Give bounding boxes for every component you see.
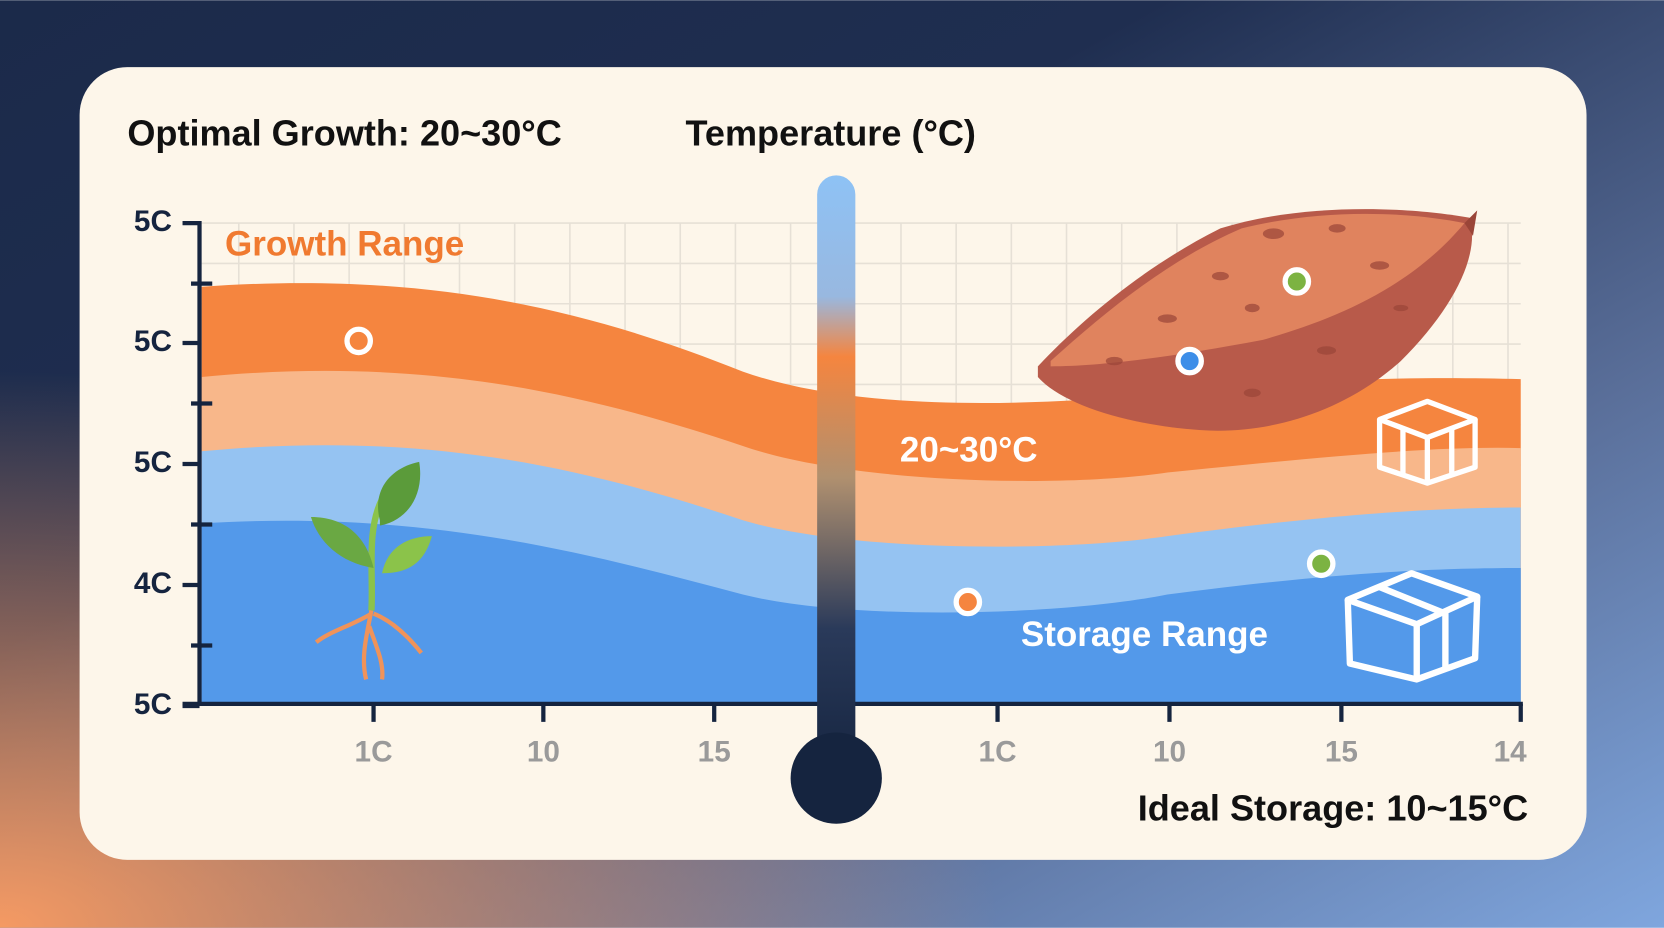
marker-dot (1175, 346, 1204, 376)
thermometer-bulb (790, 732, 882, 824)
decoration (1378, 584, 1449, 680)
y-tick-label: 5C (134, 446, 172, 479)
y-tick-label: 4C (134, 567, 172, 600)
decoration (1105, 224, 1409, 398)
decoration (1105, 356, 1123, 366)
sweet-potato-icon (1037, 209, 1478, 431)
marker-dot (1306, 549, 1336, 579)
axis-title: Temperature (°C) (686, 113, 976, 154)
y-tick-label: 5C (134, 688, 172, 721)
decoration (1464, 210, 1478, 236)
storage-band (201, 520, 1521, 703)
x-tick-label: 1C (979, 736, 1017, 769)
ticks: 5C 5C 5C 4C 5C 1C 10 15 1C 10 15 14 (134, 205, 1527, 769)
x-tick-label: 15 (698, 736, 731, 769)
decoration (1393, 304, 1409, 312)
decoration (314, 610, 423, 680)
decoration (368, 497, 385, 611)
box-icon-small (1376, 398, 1478, 486)
storage-range-label: Storage Range (1021, 615, 1268, 654)
decoration (1050, 213, 1465, 367)
sprout-icon (310, 461, 432, 680)
decoration (382, 536, 432, 574)
decoration (1400, 428, 1455, 484)
decoration (1243, 388, 1261, 398)
decoration (1316, 346, 1337, 355)
thermometer-tube (817, 175, 856, 781)
decoration (1211, 271, 1229, 281)
x-tick-label: 15 (1325, 736, 1358, 769)
decoration (1370, 261, 1390, 270)
decoration (1328, 224, 1346, 233)
decoration (1262, 228, 1285, 240)
decoration (378, 461, 421, 526)
x-tick-label: 14 (1494, 736, 1528, 769)
storage-title: Ideal Storage: 10~15°C (1138, 788, 1528, 829)
marker-dot (344, 326, 374, 356)
decoration (310, 517, 374, 568)
y-tick-label: 5C (134, 325, 172, 358)
x-tick-label: 1C (355, 736, 393, 769)
growth-band-label: 20~30°C (900, 431, 1038, 470)
decoration (1157, 314, 1177, 323)
marker-dot (1282, 267, 1312, 296)
decoration (1244, 303, 1260, 313)
x-tick-label: 10 (527, 736, 560, 769)
growth-title: Optimal Growth: 20~30°C (127, 113, 561, 154)
marker-dot (953, 587, 983, 617)
y-tick-label: 5C (134, 205, 172, 238)
box-icon-large (1344, 570, 1481, 683)
growth-range-label: Growth Range (225, 225, 464, 264)
x-tick-label: 10 (1153, 736, 1186, 769)
